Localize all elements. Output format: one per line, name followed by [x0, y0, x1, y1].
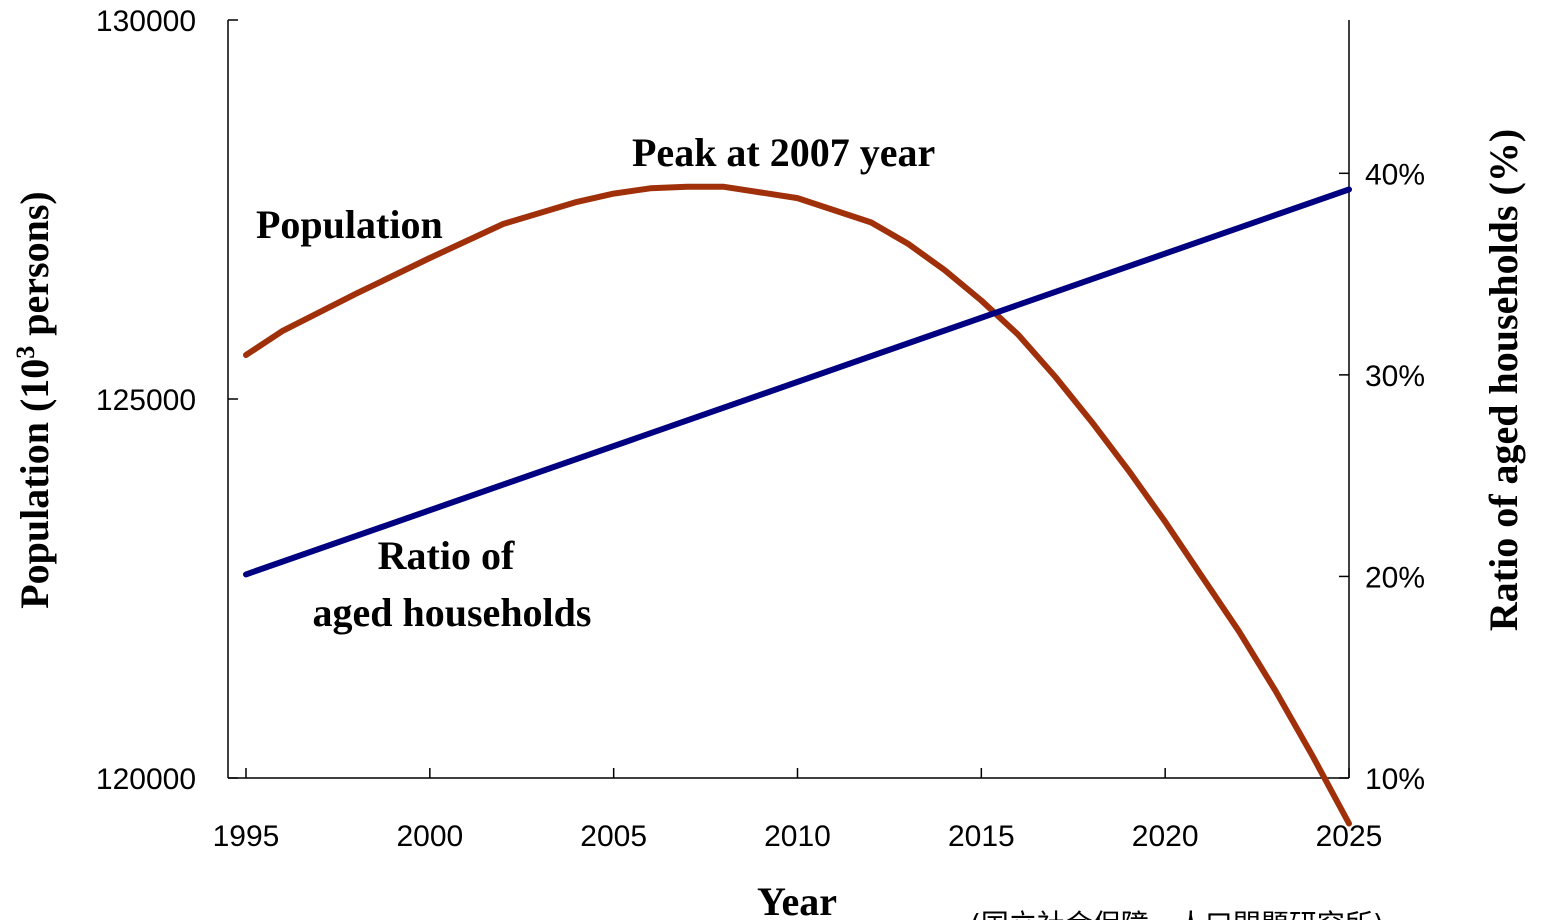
annotation-ratio-line2: aged households	[313, 590, 592, 635]
y-right-tick-label: 40%	[1365, 158, 1425, 191]
y-axis-title-right: Ratio of aged households (%)	[1481, 129, 1526, 631]
x-tick-label: 1995	[213, 820, 280, 853]
x-tick-label: 2015	[948, 820, 1015, 853]
y-axis-title-left: Population (103 persons)	[11, 191, 57, 609]
x-tick-label: 2005	[580, 820, 647, 853]
y-left-tick-label: 130000	[96, 5, 196, 38]
series-line-population	[243, 183, 1352, 827]
y-right-tick-label: 20%	[1365, 561, 1425, 594]
y-axis-title-left-tail: persons)	[12, 191, 57, 345]
x-tick-label: 2000	[396, 820, 463, 853]
annotation-ratio-line1: Ratio of	[378, 533, 515, 578]
annotation-peak: Peak at 2007 year	[632, 130, 935, 175]
source-note: (国立社会保障・人口問題研究所)	[970, 908, 1384, 920]
x-tick-label: 2020	[1132, 820, 1199, 853]
y-axis-title-left-main: Population (10	[12, 359, 57, 609]
y-axis-title-left-superscript: 3	[11, 346, 40, 359]
x-axis-title: Year	[757, 879, 837, 920]
y-left-tick-label: 120000	[96, 763, 196, 796]
x-tick-label: 2010	[764, 820, 831, 853]
y-right-tick-label: 30%	[1365, 360, 1425, 393]
ticks: 1995 2000 2005 2010 2015 2020 2025120000125000…	[96, 5, 1425, 853]
series-line-aged-households-ratio	[243, 186, 1352, 578]
y-left-tick-label: 125000	[96, 384, 196, 417]
annotation-population: Population	[256, 202, 443, 247]
y-right-tick-label: 10%	[1365, 763, 1425, 796]
series	[243, 183, 1352, 827]
